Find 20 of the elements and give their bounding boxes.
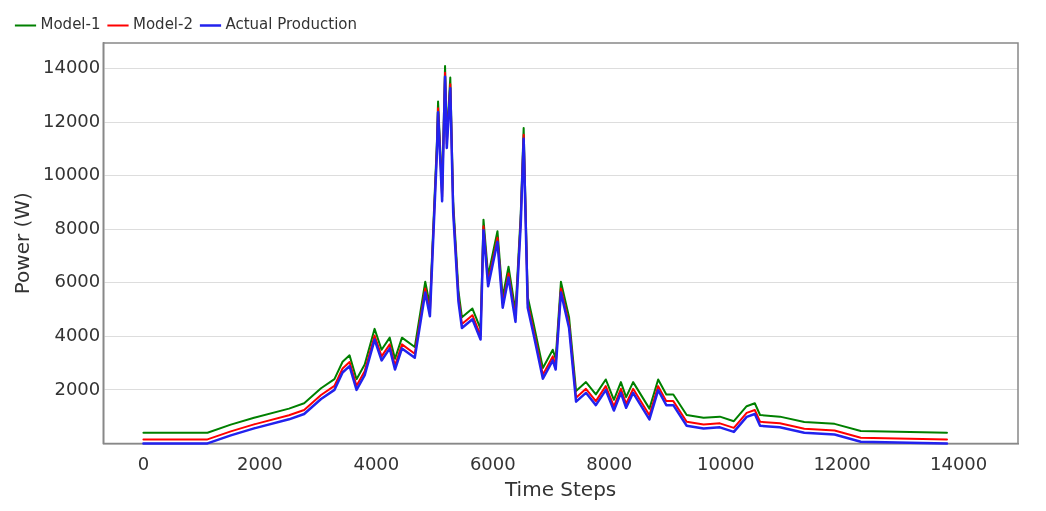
x-tick-label: 10000 bbox=[697, 452, 755, 474]
x-tick-label: 14000 bbox=[929, 452, 988, 474]
y-tick-label: 4000 bbox=[54, 324, 101, 346]
x-tick-label: 6000 bbox=[469, 452, 516, 474]
y-tick-label: 6000 bbox=[54, 270, 101, 292]
legend-label: Model-1 bbox=[40, 15, 101, 34]
y-tick-label: 8000 bbox=[54, 216, 101, 238]
x-tick-label: 4000 bbox=[353, 452, 400, 474]
x-tick-label: 12000 bbox=[813, 452, 871, 474]
x-tick-label: 8000 bbox=[586, 452, 633, 474]
x-tick-label: 0 bbox=[137, 452, 150, 474]
legend-label: Model-2 bbox=[132, 15, 193, 34]
y-tick-label: 14000 bbox=[43, 56, 101, 78]
x-axis-title: Time Steps bbox=[504, 477, 617, 502]
y-tick-label: 10000 bbox=[43, 163, 101, 185]
y-axis-title: Power (W) bbox=[10, 192, 35, 295]
y-tick-label: 12000 bbox=[43, 109, 101, 131]
y-tick-label: 2000 bbox=[54, 377, 101, 399]
legend-label: Actual Production bbox=[225, 15, 358, 34]
x-tick-label: 2000 bbox=[236, 452, 283, 474]
